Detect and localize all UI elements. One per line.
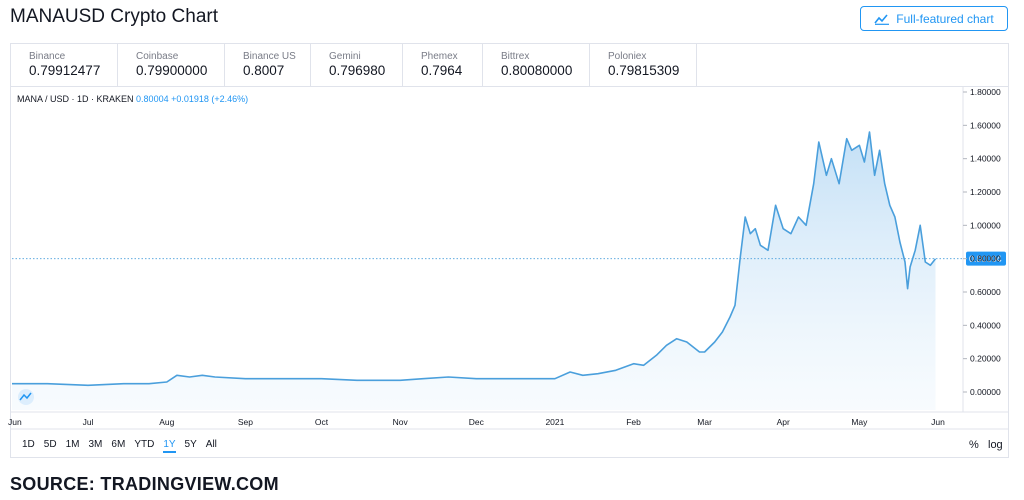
range-1d[interactable]: 1D <box>22 439 35 450</box>
range-selector: 1D 5D 1M 3M 6M YTD 1Y 5Y All <box>22 439 226 453</box>
range-ytd[interactable]: YTD <box>134 439 155 450</box>
quote-price: 0.79912477 <box>29 63 101 78</box>
full-featured-label: Full-featured chart <box>896 11 994 26</box>
quote-price: 0.796980 <box>329 63 386 78</box>
x-tick-label: 2021 <box>545 417 564 427</box>
tradingview-logo <box>18 389 34 405</box>
last-price-tag <box>966 251 1006 266</box>
y-tick-label: 1.40000 <box>970 154 1001 164</box>
x-tick-label: Feb <box>626 417 641 427</box>
chart-frame <box>10 43 1009 458</box>
x-tick-label: Aug <box>159 417 174 427</box>
page-title: MANAUSD Crypto Chart <box>10 6 218 27</box>
quote-exchange: Poloniex <box>608 51 647 62</box>
source-caption: SOURCE: TRADINGVIEW.COM <box>10 474 279 494</box>
quote-binance-us[interactable]: Binance US 0.8007 <box>225 44 311 86</box>
range-5d[interactable]: 5D <box>43 439 57 450</box>
quote-exchange: Bittrex <box>501 51 530 62</box>
quote-phemex[interactable]: Phemex 0.7964 <box>403 44 483 86</box>
x-tick-label: Apr <box>777 417 790 427</box>
x-tick-label: Jul <box>83 417 94 427</box>
x-tick-label: Nov <box>393 417 409 427</box>
legend-symbol: MANA / USD · 1D · KRAKEN <box>17 94 134 104</box>
quote-gemini[interactable]: Gemini 0.796980 <box>311 44 403 86</box>
quote-exchange: Gemini <box>329 51 361 62</box>
area-fill <box>12 132 936 410</box>
y-tick-label: 1.60000 <box>970 120 1001 130</box>
quote-price: 0.80080000 <box>501 63 573 78</box>
y-tick-label: 0.00000 <box>970 387 1001 397</box>
x-tick-label: Oct <box>315 417 329 427</box>
full-featured-chart-button[interactable]: Full-featured chart <box>860 6 1008 31</box>
range-1y[interactable]: 1Y <box>163 439 176 453</box>
quote-exchange: Coinbase <box>136 51 179 62</box>
y-tick-label: 1.20000 <box>970 187 1001 197</box>
y-tick-label: 1.00000 <box>970 220 1001 230</box>
range-all[interactable]: All <box>205 439 217 450</box>
range-6m[interactable]: 6M <box>111 439 126 450</box>
quote-exchange: Phemex <box>421 51 458 62</box>
chart-icon <box>874 13 890 25</box>
quote-exchange: Binance <box>29 51 66 62</box>
quote-price: 0.79900000 <box>136 63 208 78</box>
exchange-quotes: Binance 0.79912477 Coinbase 0.79900000 Bin… <box>11 44 697 86</box>
quote-exchange: Binance US <box>243 51 296 62</box>
quote-price: 0.79815309 <box>608 63 680 78</box>
x-tick-label: Mar <box>697 417 712 427</box>
quote-poloniex[interactable]: Poloniex 0.79815309 <box>590 44 697 86</box>
x-tick-label: Jun <box>8 417 22 427</box>
legend-last: 0.80004 <box>136 94 169 104</box>
range-5y[interactable]: 5Y <box>184 439 197 450</box>
range-3m[interactable]: 3M <box>88 439 103 450</box>
quote-price: 0.8007 <box>243 63 285 78</box>
x-tick-label: May <box>851 417 868 427</box>
y-tick-label: 0.60000 <box>970 287 1001 297</box>
chart-legend: MANA / USD · 1D · KRAKEN 0.80004 +0.0191… <box>17 94 248 104</box>
x-tick-label: Dec <box>469 417 485 427</box>
range-1m[interactable]: 1M <box>65 439 80 450</box>
legend-change: +0.01918 (+2.46%) <box>171 94 249 104</box>
y-tick-label: 0.20000 <box>970 354 1001 364</box>
y-tick-label: 1.80000 <box>970 87 1001 97</box>
percent-scale-button[interactable]: % <box>969 439 979 451</box>
x-tick-label: Sep <box>238 417 253 427</box>
last-price-label: 0.80004 <box>969 254 1002 264</box>
quote-price: 0.7964 <box>421 63 463 78</box>
y-tick-label: 0.80000 <box>970 254 1001 264</box>
y-tick-label: 0.40000 <box>970 320 1001 330</box>
price-line <box>12 131 937 387</box>
quote-bittrex[interactable]: Bittrex 0.80080000 <box>483 44 590 86</box>
quote-coinbase[interactable]: Coinbase 0.79900000 <box>118 44 225 86</box>
log-scale-button[interactable]: log <box>988 439 1003 451</box>
x-tick-label: Jun <box>931 417 945 427</box>
divider <box>11 86 1008 87</box>
quote-binance[interactable]: Binance 0.79912477 <box>11 44 118 86</box>
